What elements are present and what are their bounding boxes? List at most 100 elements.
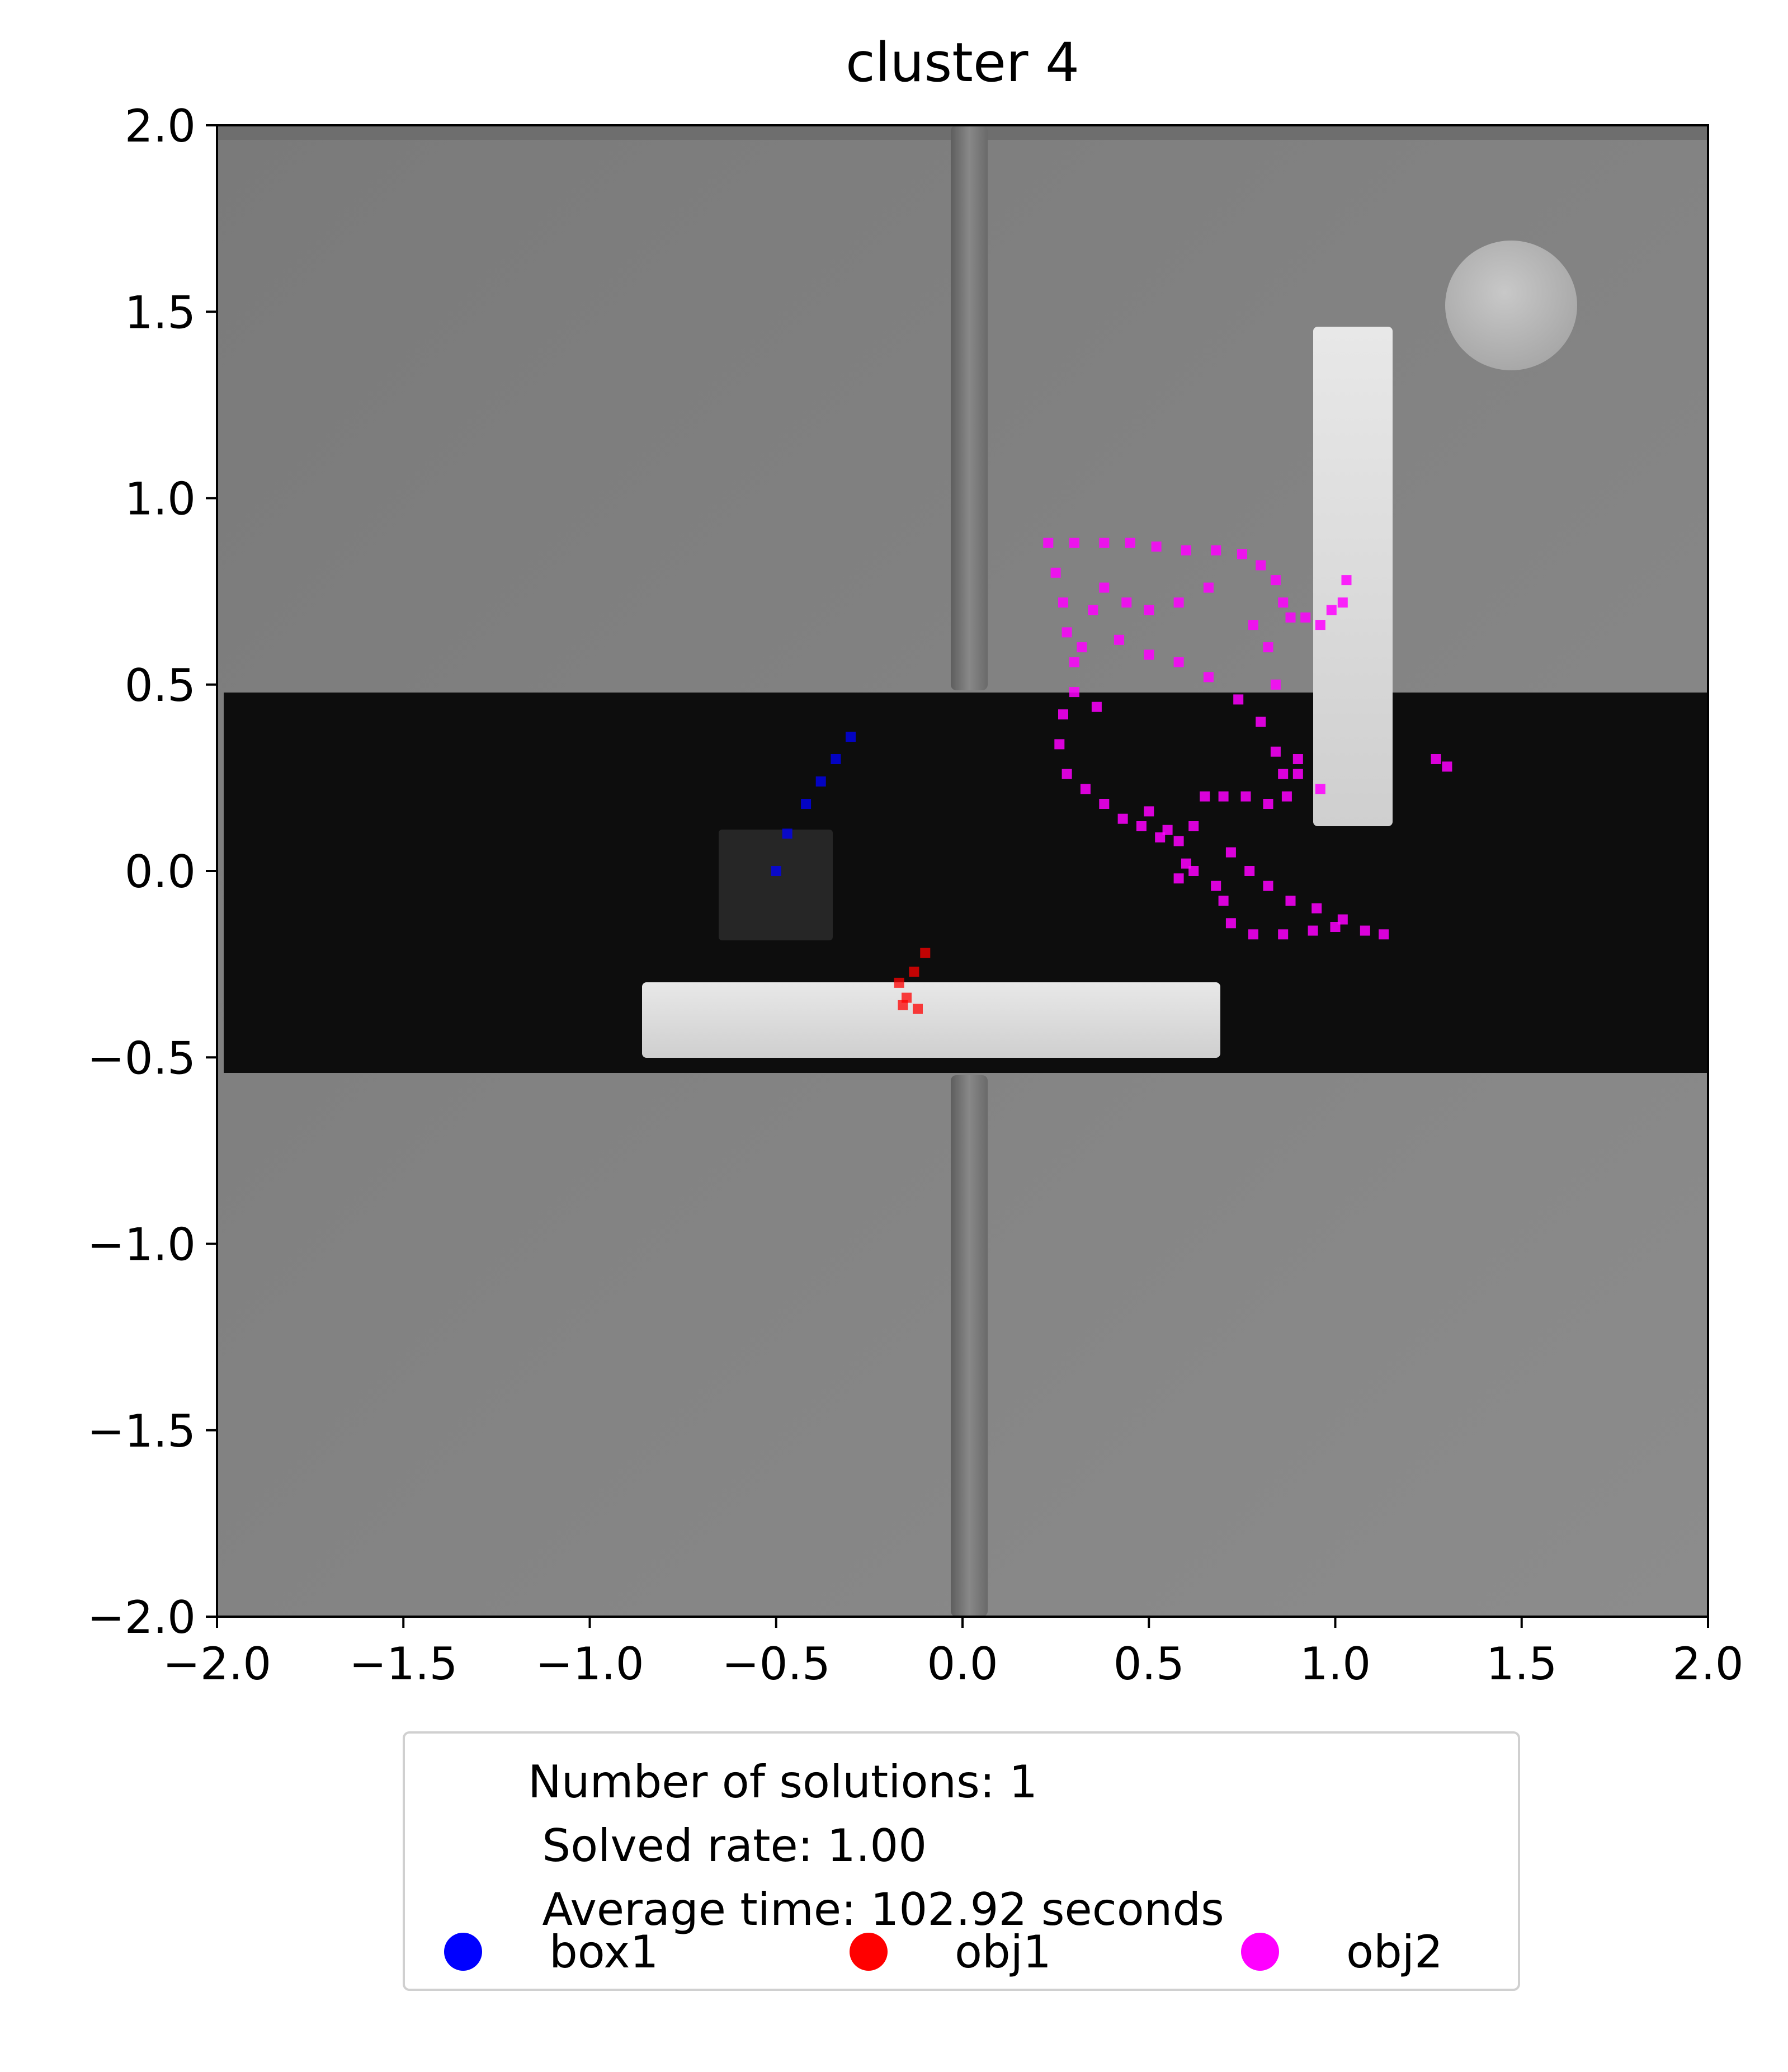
x-tick-label-1: −1.5	[349, 1638, 457, 1690]
x-tick-label-8: 2.0	[1672, 1638, 1743, 1690]
point-obj2-36	[1240, 791, 1251, 802]
point-obj2-23	[1054, 739, 1065, 750]
x-axis: −2.0 −1.5 −1.0 −0.5 0.0 0.5 1.0 1.5 2.0	[163, 1617, 1744, 1690]
y-tick-label-7: −1.5	[87, 1405, 196, 1457]
y-tick-label-0: 2.0	[125, 100, 196, 152]
legend-marker-box1	[444, 1933, 482, 1971]
point-obj2-58	[1203, 672, 1214, 682]
point-obj2-68	[1077, 642, 1087, 653]
legend-label-box1: box1	[549, 1925, 659, 1978]
y-tick-label-4: 0.0	[125, 846, 196, 898]
point-obj2-53	[1330, 922, 1341, 932]
point-obj1-5	[898, 1000, 908, 1010]
x-tick-label-4: 0.0	[927, 1638, 998, 1690]
point-obj2-77	[1263, 642, 1273, 653]
point-obj2-28	[1136, 821, 1147, 831]
point-obj1-1	[909, 967, 919, 977]
legend-label-obj2: obj2	[1346, 1925, 1443, 1978]
point-obj2-70	[1144, 806, 1154, 817]
point-box1-4	[831, 754, 841, 764]
y-tick-label-3: 0.5	[125, 660, 196, 712]
point-obj2-51	[1278, 929, 1289, 940]
point-obj2-65	[1144, 605, 1154, 615]
series-layer	[771, 538, 1452, 1014]
y-tick-label-2: 1.0	[125, 473, 196, 525]
bottom-obstacle-bar	[642, 982, 1220, 1058]
point-obj2-61	[1270, 746, 1281, 757]
point-obj2-34	[1200, 791, 1210, 802]
point-obj2-56	[1144, 649, 1154, 660]
point-obj2-73	[1211, 880, 1221, 891]
point-obj2-47	[1379, 929, 1389, 940]
point-obj2-17	[1050, 567, 1061, 578]
point-obj2-48	[1218, 896, 1229, 906]
point-obj2-0	[1043, 538, 1054, 548]
point-obj2-67	[1099, 582, 1110, 593]
chart-title: cluster 4	[846, 31, 1079, 94]
legend-entries: box1 obj1 obj2	[444, 1924, 1495, 1980]
scene-background	[217, 125, 1708, 1617]
point-obj2-66	[1121, 597, 1132, 608]
point-obj2-25	[1080, 784, 1091, 794]
upper-divider-wall	[951, 125, 988, 690]
point-obj2-14	[1326, 605, 1337, 615]
point-obj2-19	[1062, 627, 1072, 638]
point-obj1-4	[913, 1004, 923, 1014]
point-obj2-30	[1173, 836, 1184, 846]
point-obj2-79	[1431, 754, 1441, 764]
x-tick-label-7: 1.5	[1486, 1638, 1557, 1690]
point-obj2-39	[1292, 769, 1303, 779]
legend: Number of solutions: 1 Solved rate: 1.00…	[403, 1731, 1520, 1991]
x-tick-label-5: 0.5	[1114, 1638, 1185, 1690]
point-obj2-11	[1285, 612, 1296, 623]
point-obj2-40	[1225, 847, 1236, 858]
lower-divider-wall	[951, 1075, 988, 1617]
point-obj1-2	[894, 977, 904, 988]
point-obj2-2	[1099, 538, 1110, 548]
point-obj2-62	[1278, 769, 1289, 779]
point-obj2-18	[1058, 597, 1068, 608]
point-obj2-7	[1237, 549, 1247, 559]
legend-marker-obj2	[1241, 1933, 1279, 1971]
point-obj2-74	[1315, 784, 1325, 794]
legend-entry-box1: box1	[444, 1924, 659, 1980]
point-obj2-37	[1263, 799, 1273, 809]
y-axis: 2.0 1.5 1.0 0.5 0.0 −0.5 −1.0 −1.5 −2.0	[87, 100, 217, 1644]
point-obj2-4	[1151, 541, 1162, 552]
point-obj2-38	[1281, 791, 1292, 802]
point-obj2-60	[1256, 717, 1266, 727]
point-obj2-78	[1248, 620, 1258, 630]
point-obj2-5	[1181, 545, 1191, 555]
point-box1-5	[846, 732, 856, 742]
point-box1-3	[815, 776, 826, 787]
x-tick-label-0: −2.0	[163, 1638, 271, 1690]
point-obj2-59	[1233, 694, 1244, 705]
point-obj2-44	[1311, 903, 1322, 913]
point-obj2-42	[1263, 880, 1273, 891]
point-obj2-8	[1256, 560, 1266, 571]
point-obj2-26	[1099, 799, 1110, 809]
x-tick-label-3: −0.5	[722, 1638, 831, 1690]
point-obj2-35	[1218, 791, 1229, 802]
legend-marker-obj1	[850, 1933, 888, 1971]
point-obj2-64	[1173, 597, 1184, 608]
point-obj2-63	[1203, 582, 1214, 593]
point-obj2-33	[1188, 821, 1199, 831]
right-obstacle-bar	[1313, 327, 1393, 826]
point-obj2-9	[1270, 575, 1281, 586]
point-obj2-32	[1173, 873, 1184, 884]
x-tick-label-6: 1.0	[1300, 1638, 1371, 1690]
point-obj2-13	[1315, 620, 1325, 630]
point-obj2-72	[1188, 866, 1199, 876]
disc-obstacle	[1445, 241, 1577, 370]
point-obj2-57	[1173, 657, 1184, 667]
legend-entry-obj2: obj2	[1241, 1924, 1443, 1980]
point-obj2-43	[1285, 896, 1296, 906]
point-obj2-27	[1117, 813, 1128, 824]
point-obj2-69	[1091, 701, 1102, 712]
y-tick-label-1: 1.5	[125, 286, 196, 338]
y-tick-label-5: −0.5	[87, 1032, 196, 1084]
point-obj2-1	[1069, 538, 1079, 548]
point-obj2-6	[1211, 545, 1221, 555]
box1-object	[719, 830, 833, 940]
